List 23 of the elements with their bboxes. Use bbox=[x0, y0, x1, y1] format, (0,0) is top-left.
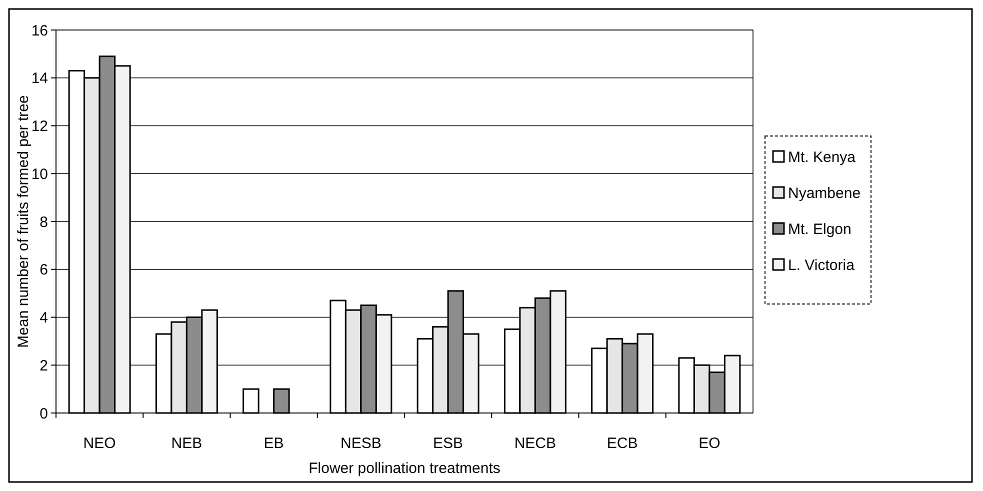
x-tick-label: EO bbox=[698, 435, 720, 452]
y-axis-title: Mean number of fruits formed per tree bbox=[15, 95, 32, 348]
legend-label: Mt. Elgon bbox=[788, 221, 852, 238]
y-tick-label: 10 bbox=[31, 166, 48, 183]
y-tick-label: 14 bbox=[31, 70, 48, 88]
x-tick-label: ESB bbox=[433, 435, 464, 452]
x-tick-label: NEO bbox=[83, 435, 116, 452]
legend-label: L. Victoria bbox=[788, 257, 856, 274]
legend-label: Mt. Kenya bbox=[788, 149, 856, 166]
y-tick-label: 8 bbox=[40, 214, 48, 231]
x-tick-label: ECB bbox=[606, 435, 638, 452]
x-tick-label: EB bbox=[264, 435, 284, 452]
y-tick-label: 4 bbox=[40, 310, 48, 326]
y-tick-label: 12 bbox=[31, 118, 48, 135]
x-tick-label: NEB bbox=[171, 435, 202, 452]
y-tick-label: 6 bbox=[40, 262, 48, 279]
y-tick-label: 0 bbox=[40, 405, 48, 422]
legend-label: Nyambene bbox=[788, 185, 861, 202]
x-tick-label: NECB bbox=[514, 435, 556, 452]
y-tick-label: 2 bbox=[40, 357, 48, 374]
x-tick-label: NESB bbox=[340, 435, 382, 452]
y-tick-label: 16 bbox=[31, 22, 48, 40]
x-axis-title: Flower pollination treatments bbox=[308, 460, 500, 477]
